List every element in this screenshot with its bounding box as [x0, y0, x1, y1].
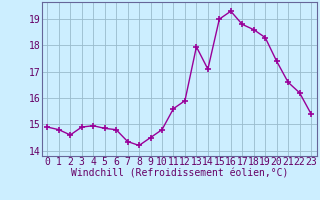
X-axis label: Windchill (Refroidissement éolien,°C): Windchill (Refroidissement éolien,°C) — [70, 169, 288, 179]
